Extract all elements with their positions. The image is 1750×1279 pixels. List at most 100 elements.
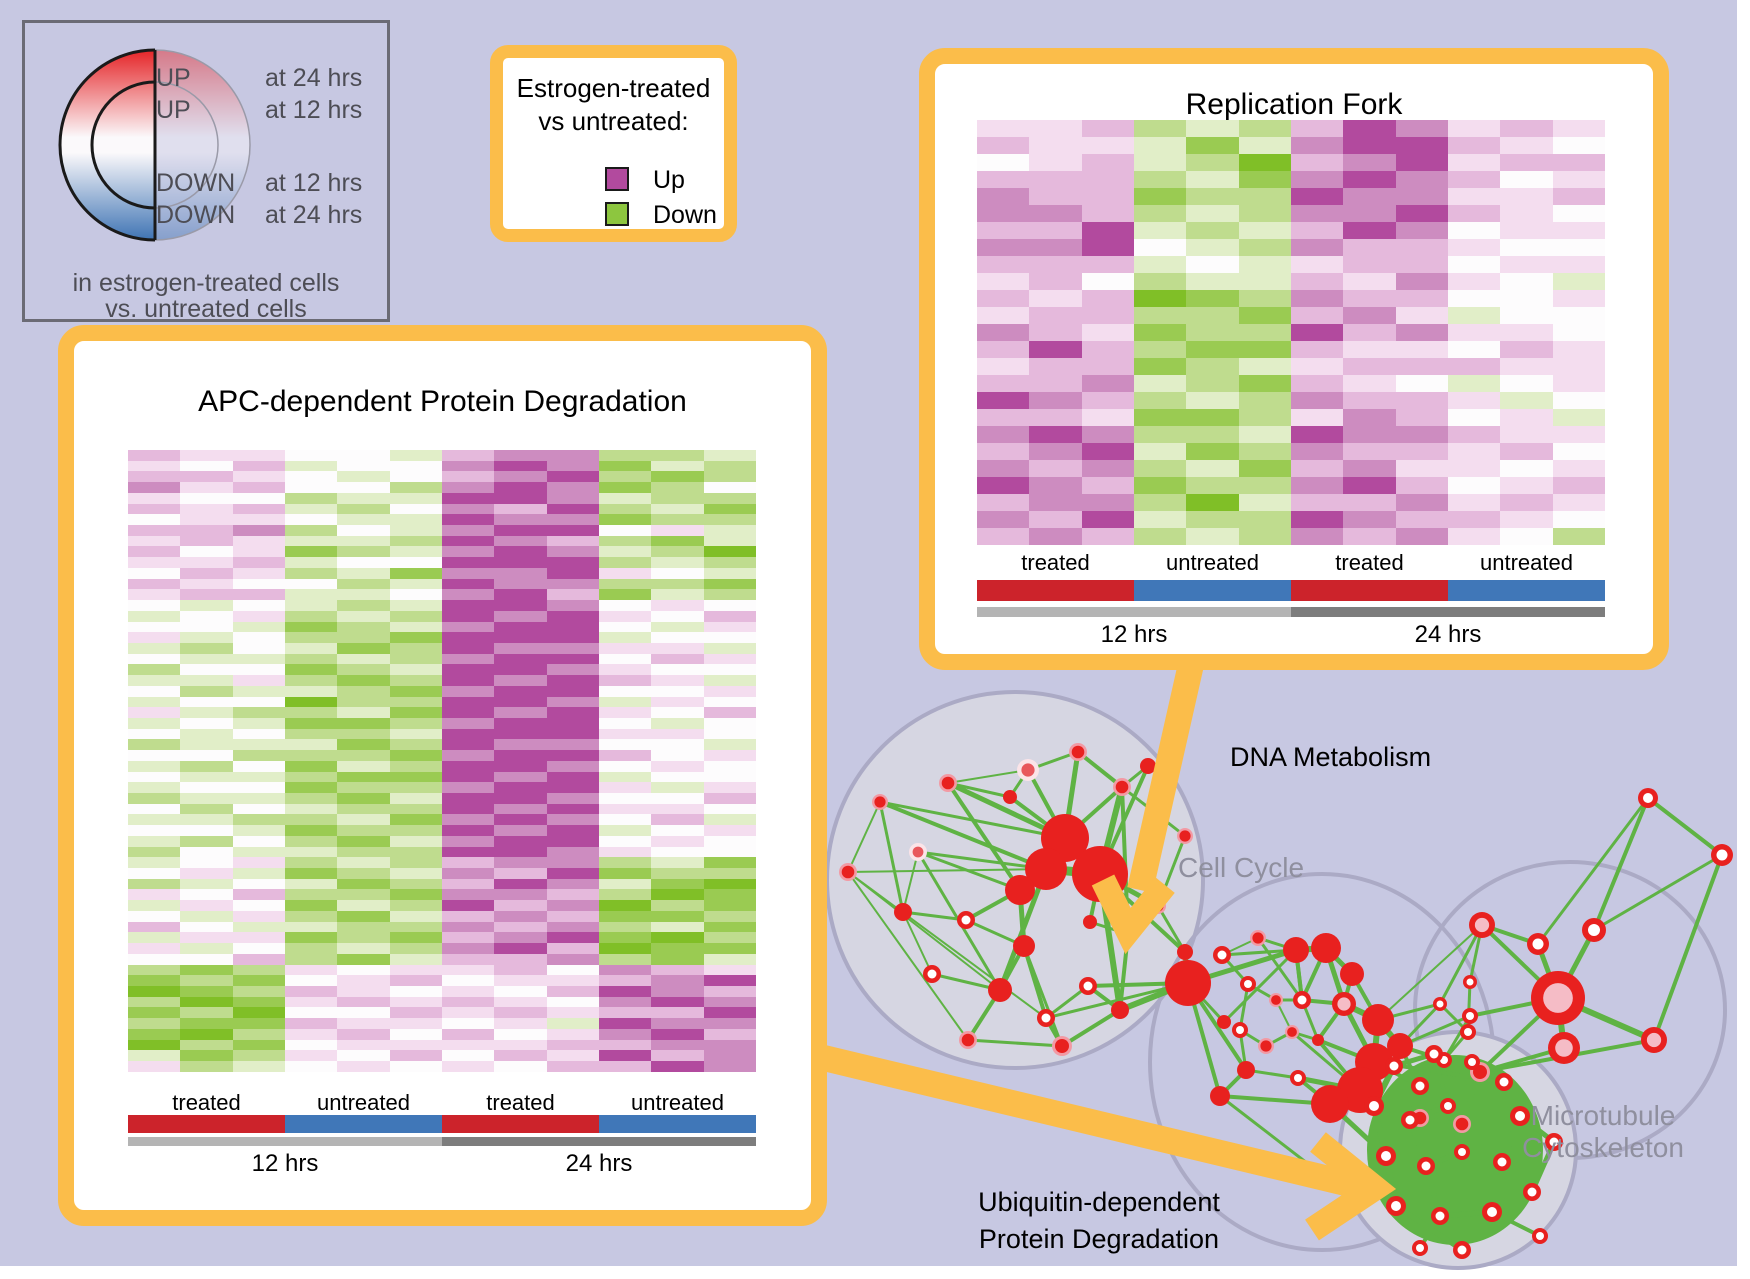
heatmap-row xyxy=(128,803,756,815)
heatmap-row xyxy=(128,793,756,804)
time-colorbar xyxy=(128,1137,756,1146)
heatmap-row xyxy=(128,707,756,718)
time-label-12hrs: 12 hrs xyxy=(1100,621,1168,648)
heatmap-row xyxy=(977,358,1605,375)
legend-dir: DOWN xyxy=(156,169,236,197)
treated-bar-segment xyxy=(442,1115,599,1133)
untreated-bar-segment xyxy=(1448,580,1605,601)
cluster-label-cell-cycle: Cell Cycle xyxy=(1178,852,1305,883)
heatmap-row xyxy=(128,1050,756,1061)
cluster-label-ubiquitin: Ubiquitin-dependent Protein Degradation xyxy=(958,1184,1240,1258)
legend-time: at 24 hrs xyxy=(265,64,363,92)
panel-title-replication-fork: Replication Fork xyxy=(1185,88,1403,121)
updown-gradient-rings-icon xyxy=(58,48,251,242)
heatmap-row xyxy=(128,728,756,740)
treatment-colorbar xyxy=(128,1115,756,1133)
cluster-label-ubiquitin-line2: Protein Degradation xyxy=(978,1224,1220,1254)
heatmap-row xyxy=(128,685,756,697)
group-label-treated: treated xyxy=(486,1090,555,1115)
heatmap-apc xyxy=(128,450,756,1072)
group-label-treated: treated xyxy=(1021,550,1090,575)
group-label-untreated: untreated xyxy=(317,1090,410,1115)
group-label-untreated: untreated xyxy=(1166,550,1259,575)
legend-time: at 12 hrs xyxy=(265,169,363,197)
heatmap-row xyxy=(977,307,1605,324)
untreated-bar-segment xyxy=(599,1115,756,1133)
heatmap-row xyxy=(128,632,756,643)
heatmap-row xyxy=(128,1018,756,1029)
heatmap-row xyxy=(128,482,756,493)
bar-12hrs xyxy=(128,1137,442,1146)
treated-bar-segment xyxy=(128,1115,285,1133)
heatmap-row xyxy=(128,889,756,901)
heatmap-row xyxy=(128,514,756,526)
group-label-treated: treated xyxy=(1335,550,1404,575)
treated-bar-segment xyxy=(977,580,1134,601)
time-label-12hrs: 12 hrs xyxy=(251,1150,319,1177)
heatmap-row xyxy=(128,900,756,911)
heatmap-row xyxy=(128,589,756,601)
heatmap-row xyxy=(977,426,1605,443)
heatmap-row xyxy=(977,154,1605,171)
heatmap-row xyxy=(128,525,756,536)
heatmap-row xyxy=(128,953,756,965)
legend-updown-title-line1: Estrogen-treated xyxy=(516,73,711,103)
legend-item-down-label: Down xyxy=(653,201,717,229)
heatmap-row xyxy=(128,760,756,772)
heatmap-row xyxy=(128,546,756,558)
heatmap-row xyxy=(128,750,756,761)
heatmap-row xyxy=(977,443,1605,460)
group-labels-replication-fork: treated untreated treated untreated xyxy=(977,550,1605,576)
group-label-untreated: untreated xyxy=(631,1090,724,1115)
heatmap-row xyxy=(128,600,756,611)
legend-time: at 12 hrs xyxy=(265,96,363,124)
heatmap-row xyxy=(128,621,756,633)
heatmap-row xyxy=(128,696,756,708)
heatmap-row xyxy=(977,171,1605,188)
untreated-bar-segment xyxy=(1134,580,1291,601)
heatmap-row xyxy=(977,392,1605,409)
heatmap-row xyxy=(977,137,1605,154)
heatmap-row xyxy=(977,511,1605,528)
heatmap-row xyxy=(977,273,1605,290)
heatmap-row xyxy=(977,188,1605,205)
heatmap-row xyxy=(128,964,756,976)
heatmap-row xyxy=(977,375,1605,392)
heatmap-row xyxy=(128,921,756,933)
up-swatch-icon xyxy=(605,167,629,191)
down-swatch-icon xyxy=(605,202,629,226)
heatmap-row xyxy=(977,528,1605,545)
heatmap-row xyxy=(128,535,756,547)
time-label-24hrs: 24 hrs xyxy=(565,1150,633,1177)
legend-footer-line2: vs. untreated cells xyxy=(105,295,307,323)
bar-12hrs xyxy=(977,607,1291,617)
bar-24hrs xyxy=(442,1137,756,1146)
heatmap-row xyxy=(128,492,756,504)
bar-24hrs xyxy=(1291,607,1605,617)
heatmap-row xyxy=(977,256,1605,273)
group-label-treated: treated xyxy=(172,1090,241,1115)
heatmap-row xyxy=(128,610,756,622)
group-label-untreated: untreated xyxy=(1480,550,1573,575)
treatment-colorbar xyxy=(977,580,1605,601)
heatmap-row xyxy=(128,503,756,515)
heatmap-row xyxy=(128,471,756,483)
heatmap-row xyxy=(128,739,756,751)
heatmap-row xyxy=(128,717,756,729)
cluster-label-ubiquitin-line1: Ubiquitin-dependent xyxy=(978,1187,1220,1217)
heatmap-row xyxy=(128,1060,756,1072)
panel-apc-degradation: APC-dependent Protein Degradation treate… xyxy=(58,325,827,1226)
heatmap-row xyxy=(128,1039,756,1051)
heatmap-row xyxy=(128,975,756,986)
heatmap-row xyxy=(128,846,756,858)
heatmap-row xyxy=(128,814,756,826)
heatmap-row xyxy=(977,494,1605,511)
heatmap-row xyxy=(128,878,756,890)
legend-direction-box: UP at 24 hrs UP at 12 hrs DOWN at 12 hrs… xyxy=(22,20,390,323)
heatmap-row xyxy=(128,567,756,579)
heatmap-row xyxy=(977,222,1605,239)
heatmap-row xyxy=(128,996,756,1008)
heatmap-row xyxy=(128,825,756,836)
cluster-label-dna-metabolism: DNA Metabolism xyxy=(1230,742,1432,772)
